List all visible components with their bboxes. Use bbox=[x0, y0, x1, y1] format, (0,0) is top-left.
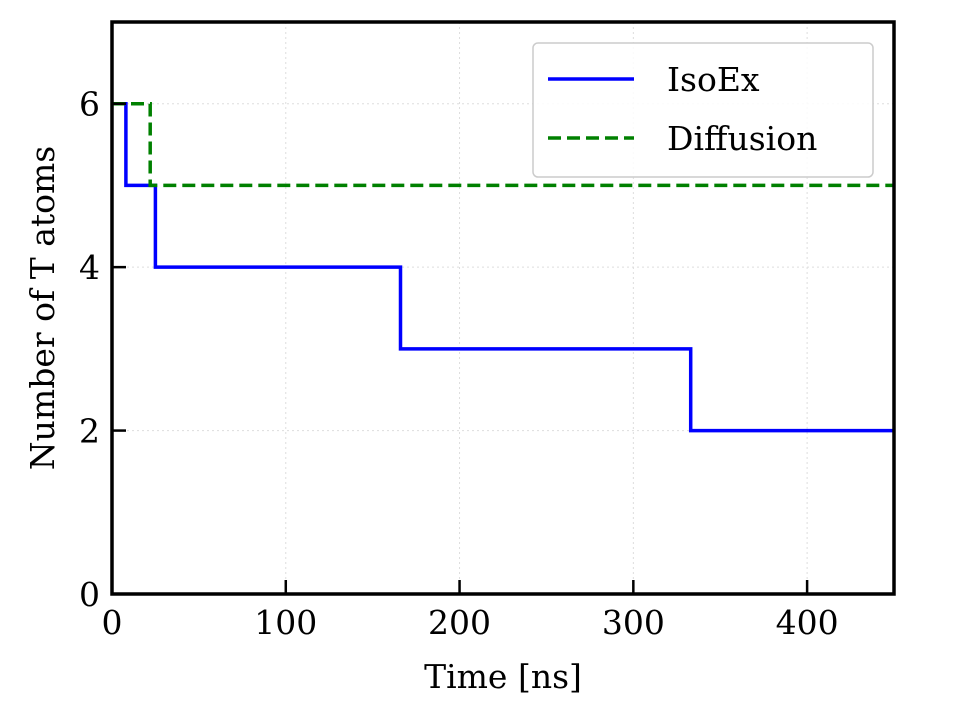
y-tick-label-4: 4 bbox=[79, 248, 100, 287]
legend: IsoEx Diffusion bbox=[532, 42, 874, 178]
y-tick-label-6: 6 bbox=[79, 85, 100, 124]
y-axis-label: Number of T atoms bbox=[23, 146, 62, 470]
legend-box bbox=[532, 42, 874, 178]
legend-label-isoex: IsoEx bbox=[667, 60, 760, 99]
series-line-isoex bbox=[112, 101, 894, 433]
y-tick-label-0: 0 bbox=[79, 575, 100, 614]
x-tick-label-100: 100 bbox=[254, 603, 317, 642]
x-tick-label-0: 0 bbox=[102, 603, 123, 642]
ticks: 0 100 200 300 400 0 2 4 6 bbox=[79, 85, 839, 642]
x-axis-label: Time [ns] bbox=[424, 657, 582, 696]
plot-frame bbox=[110, 20, 896, 596]
x-tick-label-300: 300 bbox=[602, 603, 665, 642]
y-tick-label-2: 2 bbox=[79, 412, 100, 451]
series-line-diffusion bbox=[112, 101, 894, 188]
x-tick-label-400: 400 bbox=[776, 603, 839, 642]
x-tick-label-200: 200 bbox=[428, 603, 491, 642]
legend-label-diffusion: Diffusion bbox=[667, 119, 817, 158]
series-layer bbox=[112, 101, 894, 433]
